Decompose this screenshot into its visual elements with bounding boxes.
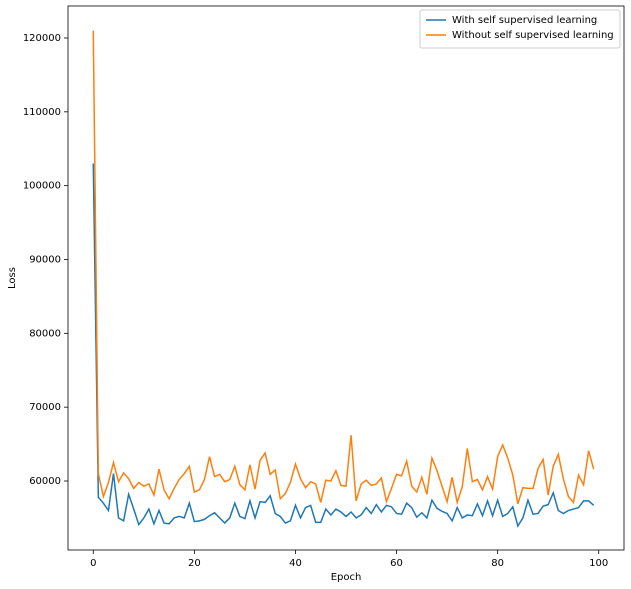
x-tick-label: 20	[188, 558, 201, 569]
x-tick-label: 80	[491, 558, 504, 569]
series-line	[92, 30, 595, 506]
x-axis-label: Epoch	[331, 572, 362, 583]
y-tick-label: 120000	[23, 33, 61, 44]
series-line	[92, 163, 595, 528]
x-tick-label: 40	[289, 558, 302, 569]
plot-background	[68, 6, 624, 550]
y-tick-label: 70000	[29, 402, 61, 413]
x-tick-label: 0	[90, 558, 96, 569]
x-tick-label: 100	[589, 558, 608, 569]
y-tick-label: 110000	[23, 107, 61, 118]
legend-label: Without self supervised learning	[452, 30, 614, 41]
legend-label: With self supervised learning	[452, 15, 597, 26]
y-axis-label: Loss	[7, 267, 18, 289]
y-tick-label: 60000	[29, 476, 61, 487]
x-tick-label: 60	[390, 558, 403, 569]
legend-box	[419, 9, 621, 49]
y-tick-label: 90000	[29, 254, 61, 265]
y-tick-label: 100000	[23, 181, 61, 192]
y-tick-label: 80000	[29, 328, 61, 339]
plot-frame	[67, 5, 625, 551]
